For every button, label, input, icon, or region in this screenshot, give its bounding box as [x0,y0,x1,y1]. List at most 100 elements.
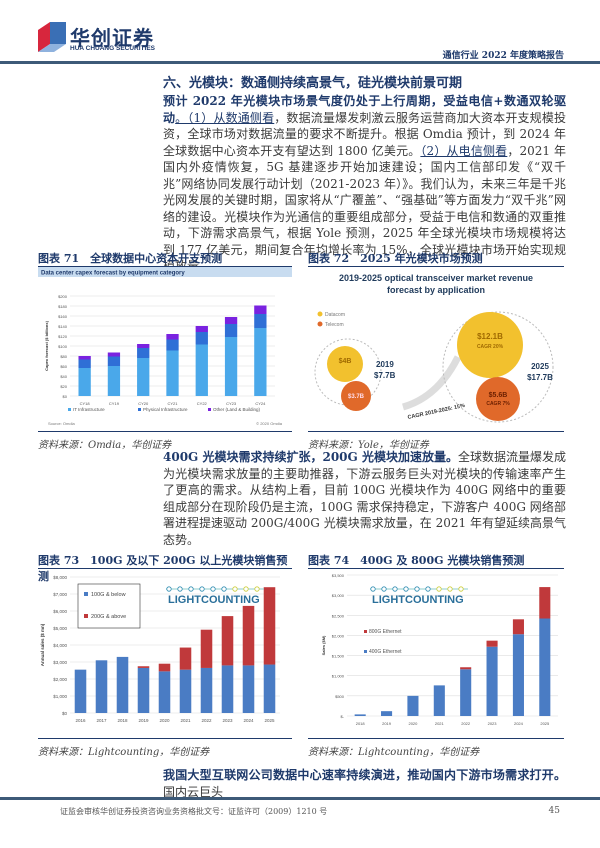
logo-mark-icon [38,22,66,52]
bar-physical-infrastructure [254,314,267,328]
x-tick-label: CY22 [197,401,208,406]
bar-800g-ethernet [512,619,524,635]
chart-73: $0 $1,000 $2,000 $3,000 $4,000 $5,000 $6,000 $7… [40,575,280,723]
x-tick-label: 2025 [264,718,275,723]
x-tick-label: 2025 [540,721,550,726]
y-tick-label: $60 [60,364,67,369]
legend-label: Datacom [325,312,345,318]
bar-200g-above [242,605,255,666]
bubble-outline-2025 [442,311,554,423]
total-label: $7.7B [374,371,396,380]
bar-100g-below [179,669,192,713]
bar-200g-above [200,629,213,668]
bar-physical-infrastructure [107,356,121,366]
bar-100g-below [137,667,150,713]
bar-it-infrastructure [254,328,267,396]
para3-lead: 我国大型互联网公司数据中心速率持续演进，推动国内下游市场需求打开。 [163,768,566,782]
x-tick-label: CY24 [255,401,266,406]
logo-dot [199,586,205,592]
bar-400g-ethernet [486,646,498,716]
chart-source-note: Source: Omdia [48,421,75,426]
x-tick-label: 2024 [514,721,524,726]
bar-physical-infrastructure [195,332,208,345]
bar-other-land-building- [224,317,238,324]
paragraph-2: 400G 光模块需求持续扩张，200G 光模块加速放量。全球数据流量爆发成为光模… [163,449,566,548]
x-tick-label: 2024 [243,718,254,723]
bar-physical-infrastructure [78,359,91,368]
logo-dot [188,586,194,592]
logo-dot [232,586,238,592]
bar-800g-ethernet [460,667,472,670]
bar-it-infrastructure [195,344,208,396]
figure-73-source: 资料来源：Lightcounting，华创证券 [38,738,292,758]
logo-dot [392,586,398,592]
legend-label: IT Infrastructure [73,407,105,412]
bar-400g-ethernet [433,685,445,716]
bar-200g-above [263,587,276,665]
y-tick-label: $3,500 [332,573,345,578]
legend-swatch [84,592,88,596]
chart-74: $- $500 $1,000 $1,500 $2,000 $2,500 $3,000 $3,5… [321,573,558,726]
value-label: $12.1B [477,332,503,341]
logo-dot [436,586,442,592]
y-tick-label: $200 [58,294,68,299]
bar-400g-ethernet [381,711,393,716]
bar-200g-above [221,616,234,666]
legend-label: 400G Ethernet [369,649,402,655]
para1-u1: 。（1）从数通侧看 [175,110,275,125]
legend-swatch [364,630,367,633]
legend-swatch [364,650,367,653]
bar-other-land-building- [195,326,208,332]
bar-other-land-building- [78,356,91,360]
x-tick-label: 2019 [382,721,392,726]
y-tick-label: $4,000 [53,643,67,648]
y-tick-label: $20 [60,384,67,389]
legend-label: Telecom [325,322,344,328]
bar-400g-ethernet [407,695,419,716]
y-tick-label: $180 [58,304,68,309]
logo-dot [458,586,464,592]
bar-100g-below [200,667,213,713]
y-tick-label: $140 [58,324,68,329]
x-tick-label: 2016 [75,718,86,723]
x-tick-label: 2019 [138,718,149,723]
y-tick-label: $2,000 [53,677,67,682]
bubble-telecom-2025 [476,377,520,421]
chart-copyright: © 2020 Omdia [256,421,283,426]
para2-text: 全球数据流量爆发成为光模块需求放量的主要助推器，下游云服务巨头对光模块的传输速率… [163,450,566,547]
x-tick-label: 2021 [435,721,445,726]
logo-subtext: HUA CHUANG SECURITIES [70,45,155,52]
legend-box [77,583,141,629]
y-tick-label: $1,000 [53,694,67,699]
bar-100g-below [242,665,255,713]
legend-dot [317,311,323,317]
bar-it-infrastructure [224,337,238,396]
legend-label: Other (Land & Building) [213,407,261,412]
y-tick-label: $0 [62,711,68,716]
logo-dot [425,586,431,592]
y-tick-label: $2,500 [332,613,345,618]
x-tick-label: CY23 [226,401,237,406]
bubble-datacom-2025 [457,312,523,378]
x-tick-label: 2020 [159,718,170,723]
total-label: $17.7B [527,373,553,382]
value-label: $5.6B [489,392,508,399]
y-tick-label: $7,000 [53,592,67,597]
year-label: 2025 [531,362,549,371]
y-tick-label: $- [340,714,344,719]
y-tick-label: $500 [335,694,345,699]
x-tick-label: 2018 [117,718,128,723]
footer-divider [0,797,600,800]
page-number: 45 [548,806,560,816]
bar-other-land-building- [166,334,179,340]
figure-72-caption: 图表 72 2025 年光模块市场预测 [308,250,564,267]
bar-800g-ethernet [539,587,551,619]
x-tick-label: CY20 [138,401,149,406]
x-tick-label: CY21 [167,401,178,406]
bar-it-infrastructure [107,366,121,396]
logo-dot [243,586,249,592]
bar-other-land-building- [137,344,150,348]
y-tick-label: $1,500 [332,654,345,659]
y-tick-label: $40 [60,374,67,379]
bar-100g-below [221,665,234,713]
